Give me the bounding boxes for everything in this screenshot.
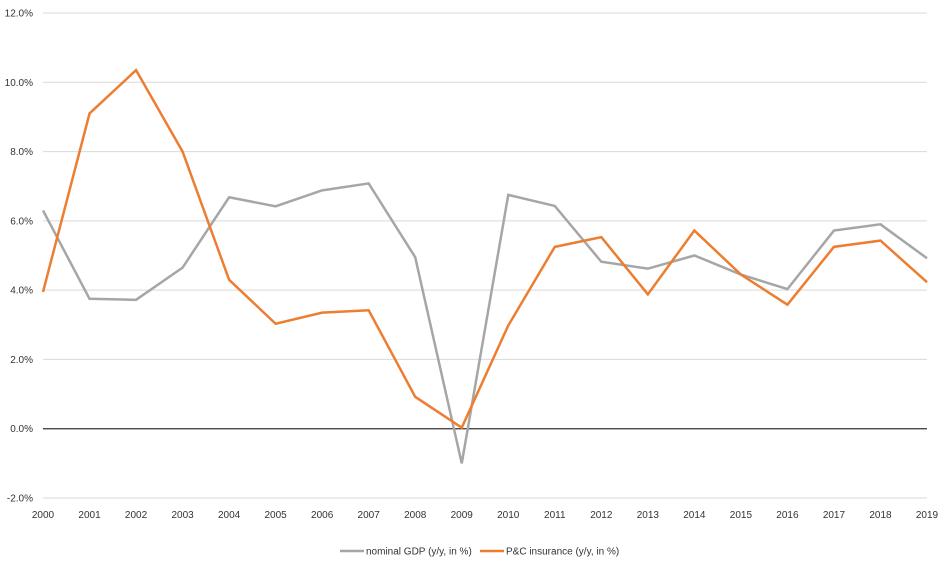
- y-tick-label: 12.0%: [5, 9, 33, 20]
- y-tick-label: 10.0%: [5, 78, 33, 89]
- y-tick-label: 6.0%: [10, 216, 33, 227]
- x-tick-label: 2019: [916, 510, 939, 521]
- x-tick-label: 2006: [311, 510, 334, 521]
- x-tick-label: 2013: [637, 510, 660, 521]
- gridlines: [43, 12, 927, 499]
- series-lines: [41, 68, 928, 464]
- legend-label: nominal GDP (y/y, in %): [366, 547, 472, 558]
- y-tick-label: 0.0%: [10, 424, 33, 435]
- x-tick-label: 2004: [218, 510, 241, 521]
- x-axis-ticks: 2000 2001 2002 2003 2004 2005 2006 2007 2008 2009…: [32, 510, 939, 521]
- x-tick-label: 2000: [32, 510, 55, 521]
- x-tick-label: 2012: [590, 510, 613, 521]
- legend: nominal GDP (y/y, in %) P&C insurance (y/…: [340, 547, 619, 558]
- x-tick-label: 2002: [125, 510, 148, 521]
- x-tick-label: 2018: [869, 510, 892, 521]
- y-tick-label: 2.0%: [10, 355, 33, 366]
- x-tick-label: 2010: [497, 510, 520, 521]
- y-axis-ticks: -2.0% 0.0% 2.0% 4.0% 6.0% 8.0% 10.0% 12.0%: [5, 9, 33, 505]
- x-tick-label: 2005: [265, 510, 288, 521]
- x-tick-label: 2003: [171, 510, 194, 521]
- y-tick-label: 8.0%: [10, 147, 33, 158]
- x-tick-label: 2007: [358, 510, 381, 521]
- y-tick-label: -2.0%: [7, 494, 33, 505]
- x-tick-label: 2016: [776, 510, 799, 521]
- x-tick-label: 2015: [730, 510, 753, 521]
- x-tick-label: 2017: [823, 510, 846, 521]
- y-tick-label: 4.0%: [10, 286, 33, 297]
- x-tick-label: 2011: [544, 510, 566, 521]
- x-tick-label: 2014: [683, 510, 706, 521]
- x-tick-label: 2009: [451, 510, 474, 521]
- x-tick-label: 2008: [404, 510, 427, 521]
- x-tick-label: 2001: [78, 510, 101, 521]
- series-line-0: [41, 182, 928, 464]
- legend-label: P&C insurance (y/y, in %): [506, 547, 619, 558]
- series-line-1: [41, 68, 928, 430]
